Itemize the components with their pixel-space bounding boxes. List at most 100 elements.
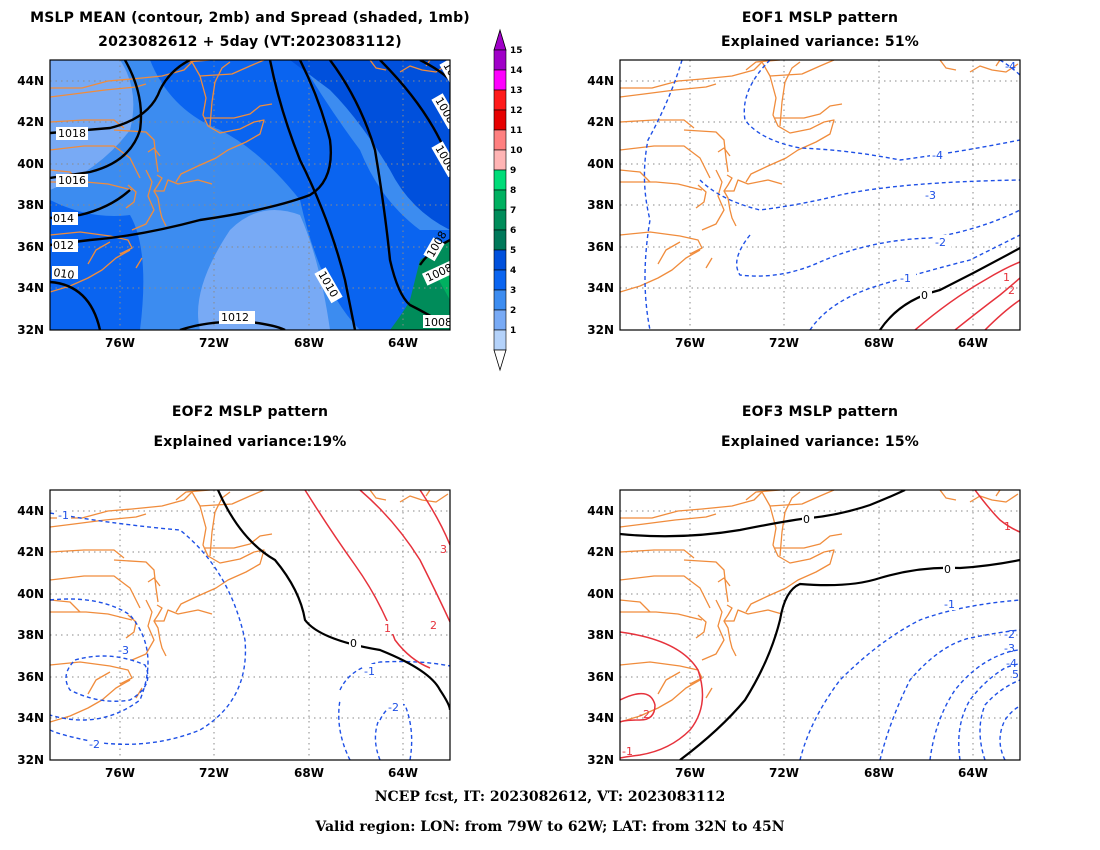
colorbar-label: 14 — [510, 66, 523, 76]
spread-shade-mid2 — [150, 60, 450, 330]
lon-tick-label: 68W — [294, 766, 324, 780]
eof2-positive-contours — [304, 490, 450, 669]
svg-text:0: 0 — [944, 563, 951, 576]
svg-text:-1: -1 — [58, 509, 69, 522]
eof2-title-line1: EOF2 MSLP pattern — [171, 404, 329, 420]
lat-tick-label: 38N — [587, 198, 614, 212]
svg-text:2: 2 — [1008, 284, 1015, 297]
lat-tick-label: 36N — [17, 240, 44, 254]
eof1-negative-contours — [643, 60, 1020, 330]
eof3-negative-contours — [799, 599, 1020, 760]
lat-tick-label: 42N — [587, 545, 614, 559]
svg-text:-2: -2 — [639, 708, 650, 721]
colorbar-label: 11 — [510, 126, 523, 136]
lat-tick-label: 42N — [587, 115, 614, 129]
colorbar-label: 1 — [510, 326, 516, 336]
colorbar-cell — [493, 69, 507, 91]
svg-text:010: 010 — [53, 266, 76, 282]
svg-text:3: 3 — [440, 543, 447, 556]
svg-text:-4: -4 — [1006, 657, 1017, 670]
svg-text:1008: 1008 — [424, 316, 452, 329]
svg-text:0: 0 — [350, 637, 357, 650]
spread-shade-low2 — [198, 210, 330, 330]
lon-tick-label: 76W — [675, 336, 705, 350]
svg-text:-2: -2 — [1004, 628, 1015, 641]
lat-tick-label: 34N — [587, 711, 614, 725]
colorbar-label: 8 — [510, 186, 516, 196]
svg-text:-2: -2 — [935, 236, 946, 249]
svg-text:1: 1 — [1003, 271, 1010, 284]
svg-text:-4: -4 — [1005, 60, 1016, 73]
svg-text:-2: -2 — [388, 701, 399, 714]
colorbar-cell — [493, 329, 507, 351]
colorbar-cell — [493, 309, 507, 331]
colorbar-cell — [493, 289, 507, 311]
svg-text:012: 012 — [53, 239, 74, 252]
eof2-map-frame — [49, 489, 451, 761]
svg-text:1012: 1012 — [221, 311, 249, 324]
eof3-map: 0 0 -1 -2 -3 -4 5 -1 -2 1 — [619, 489, 1021, 761]
lat-tick-label: 40N — [17, 587, 44, 601]
lon-tick-label: 68W — [864, 336, 894, 350]
svg-text:-4: -4 — [932, 149, 943, 162]
svg-text:-3: -3 — [1004, 642, 1015, 655]
mean-title-line2: 2023082612 + 5day (VT:2023083112) — [98, 34, 402, 50]
lon-tick-label: 72W — [199, 766, 229, 780]
lon-tick-label: 64W — [958, 766, 988, 780]
colorbar-cell — [493, 49, 507, 71]
lon-tick-label: 72W — [199, 336, 229, 350]
eof3-positive-contours — [620, 490, 1020, 759]
eof2-contour-labels: -1 -3 -2 0 -1 -2 1 2 3 — [57, 508, 447, 751]
svg-text:-3: -3 — [925, 189, 936, 202]
colorbar-label: 9 — [510, 166, 516, 176]
lat-tick-label: 36N — [587, 240, 614, 254]
mean-map-frame — [49, 59, 451, 331]
colorbar-cell — [493, 209, 507, 231]
lat-tick-label: 34N — [17, 281, 44, 295]
lon-tick-label: 76W — [105, 336, 135, 350]
lon-tick-label: 64W — [388, 766, 418, 780]
lat-tick-label: 32N — [17, 753, 44, 767]
eof1-map-frame — [619, 59, 1021, 331]
lat-tick-label: 44N — [17, 504, 44, 518]
colorbar-label: 12 — [510, 106, 523, 116]
lat-tick-label: 32N — [587, 323, 614, 337]
lat-tick-label: 38N — [17, 198, 44, 212]
svg-text:-1: -1 — [900, 272, 911, 285]
colorbar-cell — [493, 149, 507, 171]
lon-tick-label: 76W — [675, 766, 705, 780]
colorbar-cell — [493, 109, 507, 131]
spread-shade-high — [290, 60, 450, 230]
colorbar-cell — [493, 169, 507, 191]
svg-text:014: 014 — [53, 212, 74, 225]
colorbar-cell — [493, 229, 507, 251]
spread-shade-green — [390, 240, 450, 330]
svg-text:2: 2 — [430, 619, 437, 632]
lat-tick-label: 42N — [17, 545, 44, 559]
svg-text:-1: -1 — [364, 665, 375, 678]
lat-tick-label: 40N — [17, 157, 44, 171]
eof1-contour-labels: -4 -3 -2 -1 0 1 2 -4 — [898, 60, 1016, 302]
eof2-title-line2: Explained variance:19% — [153, 434, 347, 450]
lon-tick-label: 68W — [864, 766, 894, 780]
eof1-zero-contour — [879, 247, 1020, 330]
colorbar-label: 6 — [510, 226, 516, 236]
eof2-map: -1 -3 -2 0 -1 -2 1 2 3 — [49, 489, 451, 761]
svg-text:5: 5 — [1012, 668, 1019, 681]
mean-title-line1: MSLP MEAN (contour, 2mb) and Spread (sha… — [30, 10, 470, 26]
lat-tick-label: 32N — [17, 323, 44, 337]
lon-tick-label: 68W — [294, 336, 324, 350]
eof2-negative-contours — [50, 512, 450, 760]
colorbar-label: 4 — [510, 266, 516, 276]
lon-tick-label: 64W — [958, 336, 988, 350]
eof3-title-line2: Explained variance: 15% — [720, 434, 920, 450]
colorbar-label: 2 — [510, 306, 516, 316]
svg-text:-2: -2 — [89, 738, 100, 751]
lat-tick-label: 40N — [587, 587, 614, 601]
eof1-map: -4 -3 -2 -1 0 1 2 -4 — [619, 59, 1021, 331]
spread-shade-low — [50, 60, 134, 190]
lat-tick-label: 36N — [17, 670, 44, 684]
eof3-title-line1: EOF3 MSLP pattern — [741, 404, 899, 420]
lat-tick-label: 40N — [587, 157, 614, 171]
colorbar: 15 14 13 12 11 10 9 8 7 6 5 4 3 2 1 — [493, 28, 523, 372]
